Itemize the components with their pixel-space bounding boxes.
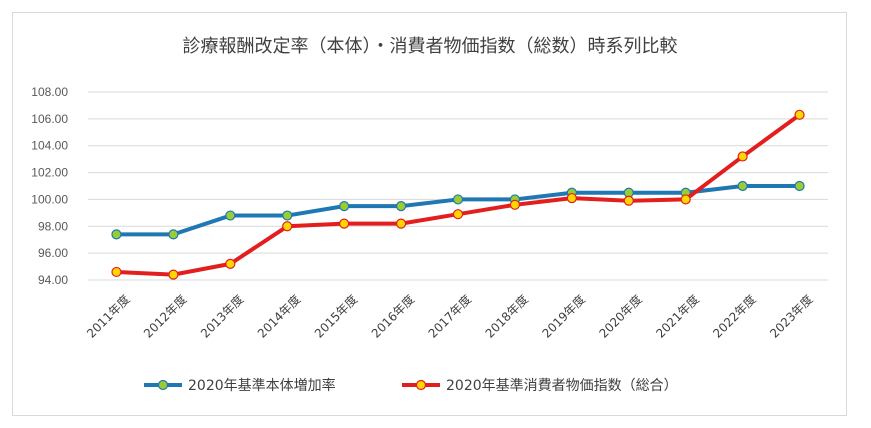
legend: 2020年基準本体増加率 2020年基準消費者物価指数（総合） (144, 377, 678, 394)
legend-item: 2020年基準消費者物価指数（総合） (402, 377, 678, 394)
data-point (282, 221, 293, 232)
y-axis-ticks: 108.00 106.00 104.00 102.00 100.00 98.00 96.00… (31, 85, 68, 287)
legend-item: 2020年基準本体増加率 (144, 377, 336, 394)
data-point (737, 180, 748, 192)
x-axis-ticks: 2011年度 2012年度 2013年度 2014年度 2015年度 2016年度 2017… (83, 292, 815, 341)
legend-label: 2020年基準消費者物価指数（総合） (446, 377, 678, 394)
data-point (794, 109, 805, 120)
data-point (339, 201, 350, 212)
x-tick-label: 2018年度 (482, 292, 531, 341)
data-point (395, 201, 407, 212)
x-tick-label: 2015年度 (311, 292, 360, 341)
x-tick-label: 2016年度 (368, 292, 417, 341)
y-tick-label: 102.00 (31, 166, 68, 180)
data-point (282, 210, 293, 221)
data-point (566, 192, 577, 204)
data-point (737, 151, 748, 162)
data-point (111, 266, 122, 278)
legend-swatch-marker (157, 379, 169, 391)
x-tick-label: 2023年度 (766, 292, 815, 341)
y-tick-label: 104.00 (31, 139, 68, 153)
data-point (623, 195, 634, 206)
series-2 (111, 109, 805, 280)
x-tick-label: 2014年度 (254, 292, 303, 341)
data-point (680, 194, 691, 205)
data-point (111, 229, 122, 240)
grid (88, 91, 828, 281)
data-point (225, 258, 236, 269)
legend-label: 2020年基準本体増加率 (188, 377, 336, 394)
y-tick-label: 108.00 (31, 85, 68, 99)
chart-frame (12, 12, 847, 416)
data-point (339, 218, 350, 229)
data-point (168, 269, 179, 280)
x-tick-label: 2013年度 (197, 292, 246, 341)
x-tick-label: 2020年度 (596, 292, 645, 341)
x-tick-label: 2017年度 (425, 292, 474, 341)
data-point (168, 229, 179, 240)
x-tick-label: 2021年度 (653, 292, 702, 341)
data-point (509, 199, 521, 210)
y-tick-label: 98.00 (38, 219, 68, 233)
y-tick-label: 100.00 (31, 192, 68, 206)
y-tick-label: 106.00 (31, 112, 68, 126)
series (111, 109, 805, 280)
chart-title: 診療報酬改定率（本体）・消費者物価指数（総数）時系列比較 (183, 36, 678, 57)
x-tick-label: 2019年度 (539, 292, 588, 341)
data-point (452, 209, 464, 220)
y-tick-label: 96.00 (38, 246, 68, 260)
y-tick-label: 94.00 (38, 273, 68, 287)
data-point (794, 180, 805, 192)
x-tick-label: 2012年度 (140, 292, 189, 341)
x-tick-label: 2011年度 (83, 292, 132, 341)
data-point (225, 210, 236, 221)
data-point (395, 218, 407, 229)
data-point (452, 194, 464, 205)
legend-swatch-marker (415, 379, 427, 391)
x-tick-label: 2022年度 (710, 292, 759, 341)
